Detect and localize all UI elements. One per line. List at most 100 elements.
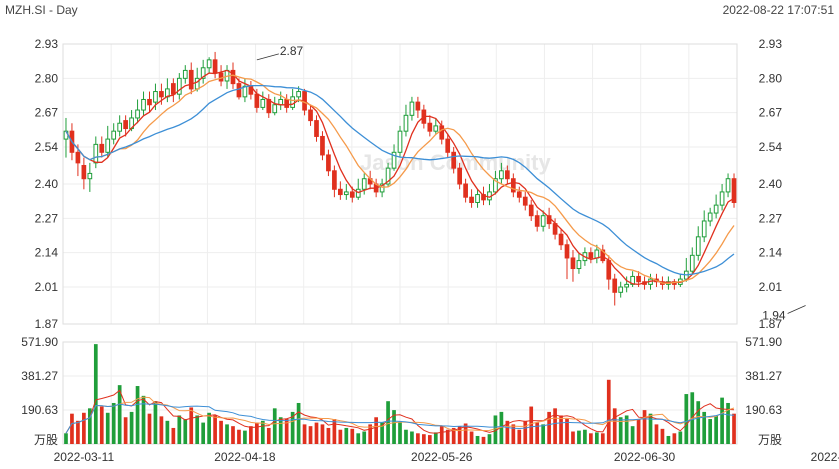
volume-bar: [404, 429, 408, 444]
volume-bar: [374, 417, 378, 444]
price-tick-label-right: 2.40: [759, 177, 783, 191]
volume-bar: [368, 424, 373, 444]
volume-bar: [207, 412, 211, 444]
candle-body: [147, 98, 152, 106]
ma-short-line: [65, 69, 735, 286]
candle-body: [725, 178, 731, 193]
candle-body: [463, 183, 468, 198]
candle-body: [332, 170, 337, 190]
candle-body: [469, 196, 474, 203]
volume-bar: [493, 415, 498, 444]
volume-bar: [141, 395, 146, 444]
volume-bar: [624, 415, 629, 444]
candle-body: [636, 275, 641, 283]
candle-body: [719, 191, 725, 206]
candle-body: [701, 220, 707, 238]
volume-bar: [290, 411, 295, 444]
volume-bar: [249, 426, 253, 444]
volume-average-lines: [65, 389, 735, 434]
volume-tick-label-right: 571.90: [745, 335, 782, 349]
price-tick-label-right: 2.14: [759, 246, 783, 260]
candle-body: [349, 191, 355, 198]
candle-body: [451, 151, 457, 169]
candle-body: [182, 69, 188, 79]
volume-bar: [99, 406, 104, 444]
candle-body: [230, 69, 236, 85]
volume-axis: 571.90 571.90 381.27 381.27 190.63 190.63 万股 万股: [21, 335, 782, 447]
volume-bar: [76, 420, 80, 444]
candle-body: [695, 236, 701, 256]
datetime-label: 2022-08-22 17:07:51: [722, 3, 834, 17]
volume-bar: [672, 433, 677, 444]
volume-bar: [278, 417, 283, 444]
volume-bar: [481, 436, 486, 444]
volume-tick-label-left: 571.90: [21, 335, 58, 349]
volume-bar: [416, 433, 420, 444]
volume-bar: [255, 422, 259, 444]
candle-body: [206, 59, 212, 69]
volume-bar: [296, 402, 301, 444]
volume-bar: [308, 426, 313, 444]
moving-average-lines: [65, 69, 735, 286]
price-annotations: 2.87 1.94: [256, 44, 806, 323]
volume-bar: [499, 411, 504, 444]
volume-bar: [618, 417, 623, 444]
candle-body: [81, 165, 87, 180]
date-label: 2022-04-18: [214, 450, 276, 464]
candle-body: [457, 167, 462, 185]
candle-body: [326, 154, 331, 172]
volume-bar: [338, 429, 343, 444]
candle-body: [445, 138, 451, 153]
price-tick-label-left: 2.93: [35, 37, 59, 51]
candle-body: [588, 252, 594, 259]
volume-bar: [201, 422, 206, 444]
annotation-label: 1.94: [762, 309, 786, 323]
volume-bar: [660, 428, 665, 444]
candle-body: [212, 59, 218, 74]
volume-bar: [231, 426, 235, 444]
candle-body: [499, 170, 504, 180]
volume-bar: [422, 434, 426, 444]
volume-bar: [82, 412, 86, 444]
ma-long-line: [65, 84, 735, 276]
volume-bar: [589, 433, 593, 444]
price-tick-label-left: 1.87: [35, 317, 59, 331]
volume-bar: [463, 423, 468, 444]
volume-bar: [642, 410, 647, 444]
volume-unit-label-left: 万股: [34, 433, 58, 447]
candle-body: [105, 138, 111, 153]
volume-bar: [487, 434, 492, 444]
volume-bar: [398, 422, 402, 444]
volume-tick-label-left: 190.63: [21, 403, 58, 417]
annotation-label: 2.87: [280, 44, 304, 58]
price-tick-label-left: 2.67: [35, 106, 59, 120]
vol-ma-c-line: [65, 403, 735, 434]
volume-bar: [427, 435, 432, 444]
candlestick-series: [63, 51, 737, 306]
volume-bar: [153, 401, 158, 444]
volume-bar: [111, 402, 116, 444]
volume-bar: [272, 408, 277, 444]
candle-body: [135, 109, 140, 119]
volume-bar: [123, 417, 128, 444]
candle-body: [713, 204, 719, 214]
price-tick-label-right: 1.87: [759, 317, 783, 331]
vol-ma-b-line: [65, 396, 735, 434]
volume-bar: [517, 429, 522, 444]
price-tick-label-left: 2.40: [35, 177, 59, 191]
volume-bar: [105, 412, 110, 444]
candle-body: [320, 135, 325, 156]
volume-bar: [356, 433, 361, 444]
volume-tick-label-right: 381.27: [745, 369, 782, 383]
candle-body: [516, 191, 522, 198]
volume-bar: [553, 408, 557, 444]
volume-bar: [147, 413, 152, 444]
volume-bar: [64, 433, 68, 444]
volume-bar: [606, 379, 611, 444]
candle-body: [93, 143, 99, 164]
volume-bar: [183, 419, 188, 444]
volume-bar: [362, 431, 367, 444]
volume-bar: [648, 413, 653, 444]
candle-body: [510, 178, 516, 193]
date-axis: 2022-03-11 2022-04-18 2022-05-26 2022-06-30…: [54, 450, 839, 464]
